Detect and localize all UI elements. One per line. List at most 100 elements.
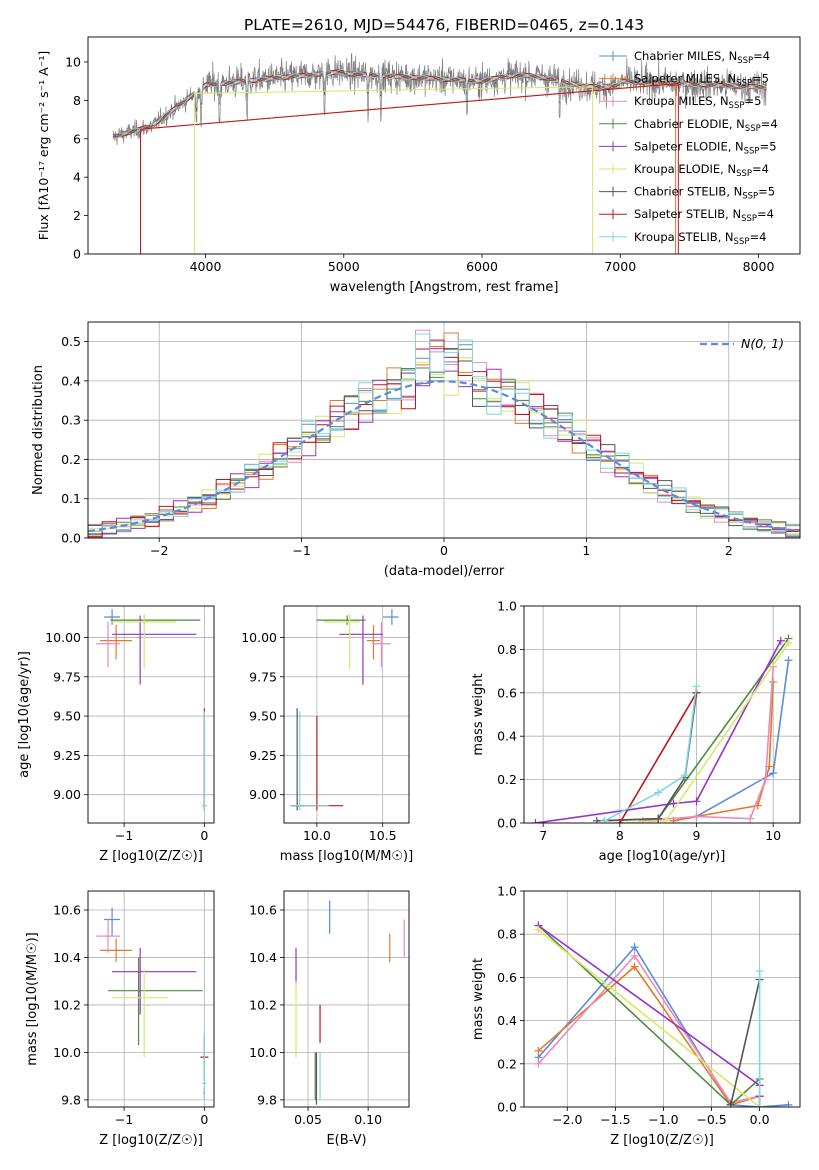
axes-frame: [87, 321, 801, 539]
legend-label: Kroupa STELIB, NSSP=4: [634, 230, 766, 247]
legend-label: Chabrier ELODIE, NSSP=4: [634, 117, 778, 134]
y-tick-label: 0.0: [497, 816, 517, 831]
model-coverage-edge: [193, 86, 594, 254]
sfh-line: [537, 965, 760, 1106]
sfh-point: [755, 1103, 764, 1107]
x-axis-label: Z [log10(Z/Z☉)]: [99, 849, 203, 864]
x-tick-label: 4000: [190, 259, 222, 274]
panel-sfh_Z: −2.0 −1.5 −1.0 −0.5 0.0 0.0 0.2 0.4 0.6 0.8 1.0 Z […: [471, 884, 801, 1148]
x-tick-label: 9: [693, 828, 701, 843]
sfh-point: [692, 812, 701, 821]
y-axis-label: mass weight: [471, 958, 486, 1040]
y-tick-label: 10.6: [249, 902, 277, 917]
x-axis-label: wavelength [Angstrom, rest frame]: [330, 280, 559, 295]
sfh-point: [692, 682, 701, 691]
y-tick-label: 10.00: [241, 630, 277, 645]
x-tick-label: 0: [200, 1112, 208, 1127]
sfh-line: [535, 640, 782, 823]
sfh-point: [534, 1046, 543, 1055]
y-tick-label: 1.0: [497, 599, 517, 614]
x-tick-label: −2.0: [552, 1112, 582, 1127]
plot-area: [96, 907, 209, 1100]
axes-frame: [87, 605, 215, 824]
y-tick-label: 9.75: [249, 669, 277, 684]
panel-age_vs_mass: 10.0 10.5 9.00 9.25 9.50 9.75 10.00 mass [log10…: [241, 605, 413, 864]
sfh-point: [761, 775, 770, 784]
legend-label: Salpeter MILES, NSSP=5: [634, 72, 769, 89]
x-axis-label: (data-model)/error: [384, 564, 505, 579]
y-tick-label: 0.4: [497, 729, 517, 744]
y-tick-label: 0.1: [61, 491, 81, 506]
legend: N(0, 1): [700, 336, 784, 351]
y-tick-label: 0.5: [61, 334, 81, 349]
sfh-point: [638, 816, 647, 823]
y-tick-label: 9.25: [53, 748, 81, 763]
y-tick-label: 0.2: [497, 772, 517, 787]
x-tick-label: 1: [582, 543, 590, 558]
x-tick-label: 2: [725, 543, 733, 558]
axes-frame: [87, 36, 801, 255]
y-axis-label: Flux [fλ10⁻¹⁷ erg cm⁻² s⁻¹ A⁻¹]: [36, 51, 51, 240]
x-tick-label: −1: [115, 1112, 133, 1127]
sfh-line: [642, 666, 774, 822]
legend-label: Chabrier MILES, NSSP=4: [634, 49, 770, 66]
sfh-point: [784, 1100, 793, 1107]
y-tick-label: 0.4: [497, 1013, 517, 1028]
y-tick-label: 0: [73, 247, 81, 262]
y-tick-label: 10.0: [53, 1045, 81, 1060]
y-tick-label: 10.0: [249, 1045, 277, 1060]
y-tick-label: 8: [73, 93, 81, 108]
y-tick-label: 0.3: [61, 413, 81, 428]
y-tick-label: 0.4: [61, 373, 81, 388]
spectrum-model-line: [112, 70, 767, 138]
panel-mass_vs_Z: −1 0 9.8 10.0 10.2 10.4 10.6 Z [log10(Z/Z☉)] mas…: [25, 890, 215, 1148]
y-tick-label: 1.0: [497, 884, 517, 899]
spectrum-model-line: [112, 70, 767, 139]
y-tick-label: 9.50: [249, 709, 277, 724]
sfh-point: [630, 951, 639, 960]
axes-frame: [87, 890, 215, 1108]
plot-area: [96, 609, 207, 811]
x-tick-label: −1.0: [648, 1112, 678, 1127]
axes-frame: [523, 605, 801, 824]
panel-mass_vs_EBV: 0.05 0.10 9.8 10.0 10.2 10.4 10.6 E(B-V): [249, 890, 410, 1148]
x-tick-label: −1.5: [600, 1112, 630, 1127]
legend: Chabrier MILES, NSSP=4 Salpeter MILES, NS…: [599, 49, 778, 247]
sfh-line: [537, 925, 761, 1106]
y-tick-label: 0.0: [61, 531, 81, 546]
y-axis-label: Normed distribution: [31, 365, 46, 495]
sfh-point: [534, 925, 543, 934]
sfh-point: [726, 1100, 735, 1107]
sfh-point: [746, 814, 755, 823]
y-tick-label: 10.4: [53, 950, 81, 965]
x-tick-label: 0.05: [294, 1112, 322, 1127]
y-tick-label: 10.00: [45, 630, 81, 645]
sfh-point: [661, 816, 670, 823]
y-tick-label: 0.0: [497, 1100, 517, 1115]
x-tick-label: 8000: [743, 259, 775, 274]
plot-area: [531, 634, 793, 823]
x-tick-label: 0: [200, 828, 208, 843]
legend-label: Kroupa ELODIE, NSSP=4: [634, 162, 769, 179]
sfh-point: [654, 814, 663, 823]
sfh-point: [755, 966, 764, 975]
plot-area: [88, 329, 800, 538]
model-coverage-edge: [139, 83, 680, 254]
sfh-line: [619, 642, 790, 823]
axes-frame: [283, 890, 410, 1108]
sfh-point: [776, 636, 785, 645]
y-tick-label: 4: [73, 170, 81, 185]
x-tick-label: 0: [440, 543, 448, 558]
sfh-point: [669, 799, 678, 808]
x-axis-label: mass [log10(M/M☉)]: [280, 849, 413, 864]
x-tick-label: 0.10: [354, 1112, 382, 1127]
y-axis-label: age [log10(age/yr)]: [17, 651, 32, 778]
axes-frame: [523, 890, 801, 1108]
y-tick-label: 9.00: [53, 787, 81, 802]
sfh-line: [730, 979, 761, 1105]
sfh-line: [619, 692, 698, 823]
panel-sfh_age: 7 8 9 10 0.0 0.2 0.4 0.6 0.8 1.0 age [log10(age/yr…: [471, 599, 801, 864]
y-tick-label: 9.8: [61, 1092, 81, 1107]
residual-histogram: [88, 333, 800, 537]
x-axis-label: Z [log10(Z/Z☉)]: [610, 1133, 714, 1148]
